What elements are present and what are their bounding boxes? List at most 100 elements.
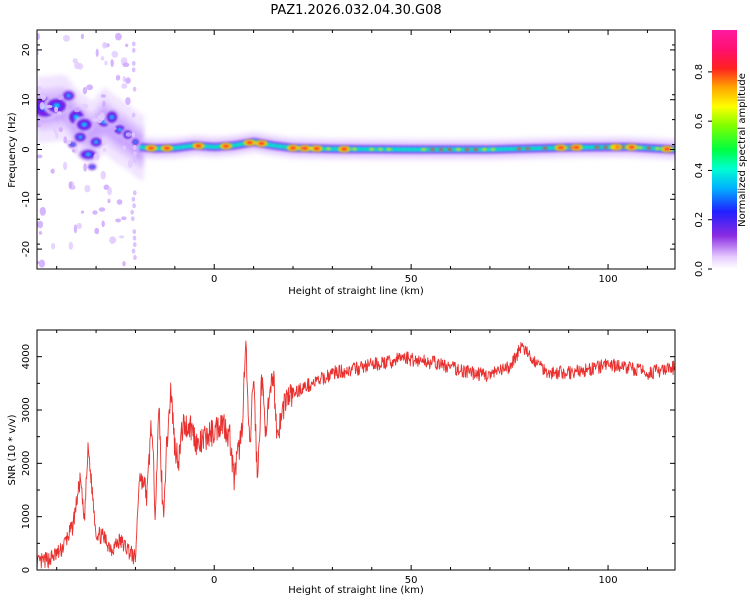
spectrogram-cell xyxy=(663,147,669,151)
spectrogram-cell xyxy=(268,143,273,147)
spectrogram-cell xyxy=(71,149,76,153)
spectrogram-cell xyxy=(233,144,237,147)
spectrogram-x-label: Height of straight line (km) xyxy=(288,286,424,297)
spectrogram-cell xyxy=(324,147,328,151)
spectrogram-cell xyxy=(643,146,648,150)
spectrogram-cell xyxy=(308,147,314,150)
spectrogram-cell xyxy=(514,147,518,151)
spectrogram-cell xyxy=(473,148,479,151)
spectrogram-cell xyxy=(132,242,137,248)
spectrogram-cell xyxy=(133,190,137,196)
spectrogram-cell xyxy=(100,56,105,61)
spectrogram-cell xyxy=(78,135,82,139)
spectrogram-cell xyxy=(257,141,265,146)
spectrogram-cell xyxy=(585,146,590,149)
spectrogram-cell xyxy=(110,59,114,67)
spectrogram-cell xyxy=(629,146,635,149)
spectrogram-cell xyxy=(63,136,68,144)
spectrogram-cell xyxy=(37,154,43,159)
spectrogram-cell xyxy=(588,146,593,149)
spectrogram-cell xyxy=(131,41,136,47)
spectrogram-cell xyxy=(98,207,106,212)
spectrogram-heatmap xyxy=(37,32,675,268)
spectrogram-cell xyxy=(352,148,357,151)
spectrogram-cell xyxy=(115,32,122,41)
spectrogram-cell xyxy=(125,132,132,137)
spectrogram-cell xyxy=(131,60,136,66)
spectrogram-cell xyxy=(412,148,416,151)
spectrogram-cell xyxy=(107,198,111,204)
spectrogram-cell xyxy=(92,117,99,123)
spectrogram-x-tick-label: 0 xyxy=(211,274,217,285)
colorbar-tick-label: 0.4 xyxy=(694,162,705,178)
spectrogram-cell xyxy=(80,210,85,214)
spectrogram-cell xyxy=(55,130,59,139)
colorbar-tick-label: 0.6 xyxy=(694,113,705,129)
snr-y-tick-label: 3000 xyxy=(21,397,32,422)
spectrogram-cell xyxy=(121,216,127,221)
spectrogram-cell xyxy=(384,148,389,151)
spectrogram-cell xyxy=(130,209,134,215)
spectrogram-cell xyxy=(65,140,72,145)
spectrogram-cell xyxy=(205,145,209,148)
spectrogram-cell xyxy=(122,62,130,68)
spectrogram-cell xyxy=(497,148,502,151)
spectrogram-cell xyxy=(202,145,207,148)
spectrogram-cell xyxy=(289,146,297,150)
spectrogram-cell xyxy=(139,145,143,149)
spectrogram-cell xyxy=(142,146,146,149)
spectrogram-cell xyxy=(216,145,220,148)
spectrogram-cell xyxy=(40,94,46,101)
spectrogram-cell xyxy=(516,147,522,150)
spectrogram-cell xyxy=(646,147,652,150)
spectrogram-cell xyxy=(80,33,85,40)
spectrogram-cell xyxy=(208,145,212,148)
snr-y-tick-label: 1000 xyxy=(21,504,32,529)
spectrogram-cell xyxy=(246,140,254,145)
spectrogram-cell xyxy=(359,147,364,151)
spectrogram-cell xyxy=(100,170,106,180)
spectrogram-blobs xyxy=(37,89,141,171)
spectrogram-cell xyxy=(235,143,240,147)
spectrogram-cell xyxy=(37,123,42,128)
spectrogram-cell xyxy=(495,148,499,151)
spectrogram-cell xyxy=(525,147,531,150)
spectrogram-cell xyxy=(362,147,366,151)
spectrogram-cell xyxy=(175,146,179,150)
snr-y-label: SNR (10 * v/v) xyxy=(7,414,18,485)
spectrogram-cell xyxy=(133,255,137,261)
spectrogram-cell xyxy=(81,103,89,109)
spectrogram-cell xyxy=(39,206,46,216)
figure-title: PAZ1.2026.032.04.30.G08 xyxy=(270,3,441,18)
spectrogram-cell xyxy=(508,147,513,151)
spectrogram-cell xyxy=(52,124,57,134)
spectrogram-cell xyxy=(404,148,408,151)
spectrogram-cell xyxy=(125,43,129,48)
spectrogram-cell xyxy=(37,33,41,40)
spectrogram-cell xyxy=(415,148,419,151)
spectrogram-cell xyxy=(65,105,73,110)
spectrogram-cell xyxy=(88,119,93,147)
colorbar-label: Normalized spectral amplitude xyxy=(737,73,748,227)
spectrogram-cell xyxy=(100,94,107,98)
spectrogram-cell xyxy=(134,141,137,143)
spectrogram-cell xyxy=(568,146,574,149)
spectrogram-cell xyxy=(102,121,106,124)
spectrogram-cell xyxy=(76,222,83,230)
spectrogram-cell xyxy=(511,147,515,151)
spectrogram-panel: 0 50 100 -20 -10 0 10 20 Height of straight lin… xyxy=(7,29,676,297)
spectrogram-x-tick-label: 50 xyxy=(405,274,418,285)
spectrogram-cell xyxy=(637,146,643,149)
spectrogram-cell xyxy=(373,148,377,151)
spectrogram-cell xyxy=(213,145,218,149)
spectrogram-cell xyxy=(536,147,540,150)
spectrogram-cell xyxy=(122,76,126,83)
spectrogram-y-tick-label: -20 xyxy=(21,241,32,257)
spectrogram-cell xyxy=(274,144,278,148)
spectrogram-cell xyxy=(74,61,81,70)
spectrogram-y-tick-label: -10 xyxy=(21,191,32,207)
spectrogram-cell xyxy=(194,144,202,148)
spectrogram-cell xyxy=(438,148,444,151)
spectrogram-cell xyxy=(500,147,504,151)
